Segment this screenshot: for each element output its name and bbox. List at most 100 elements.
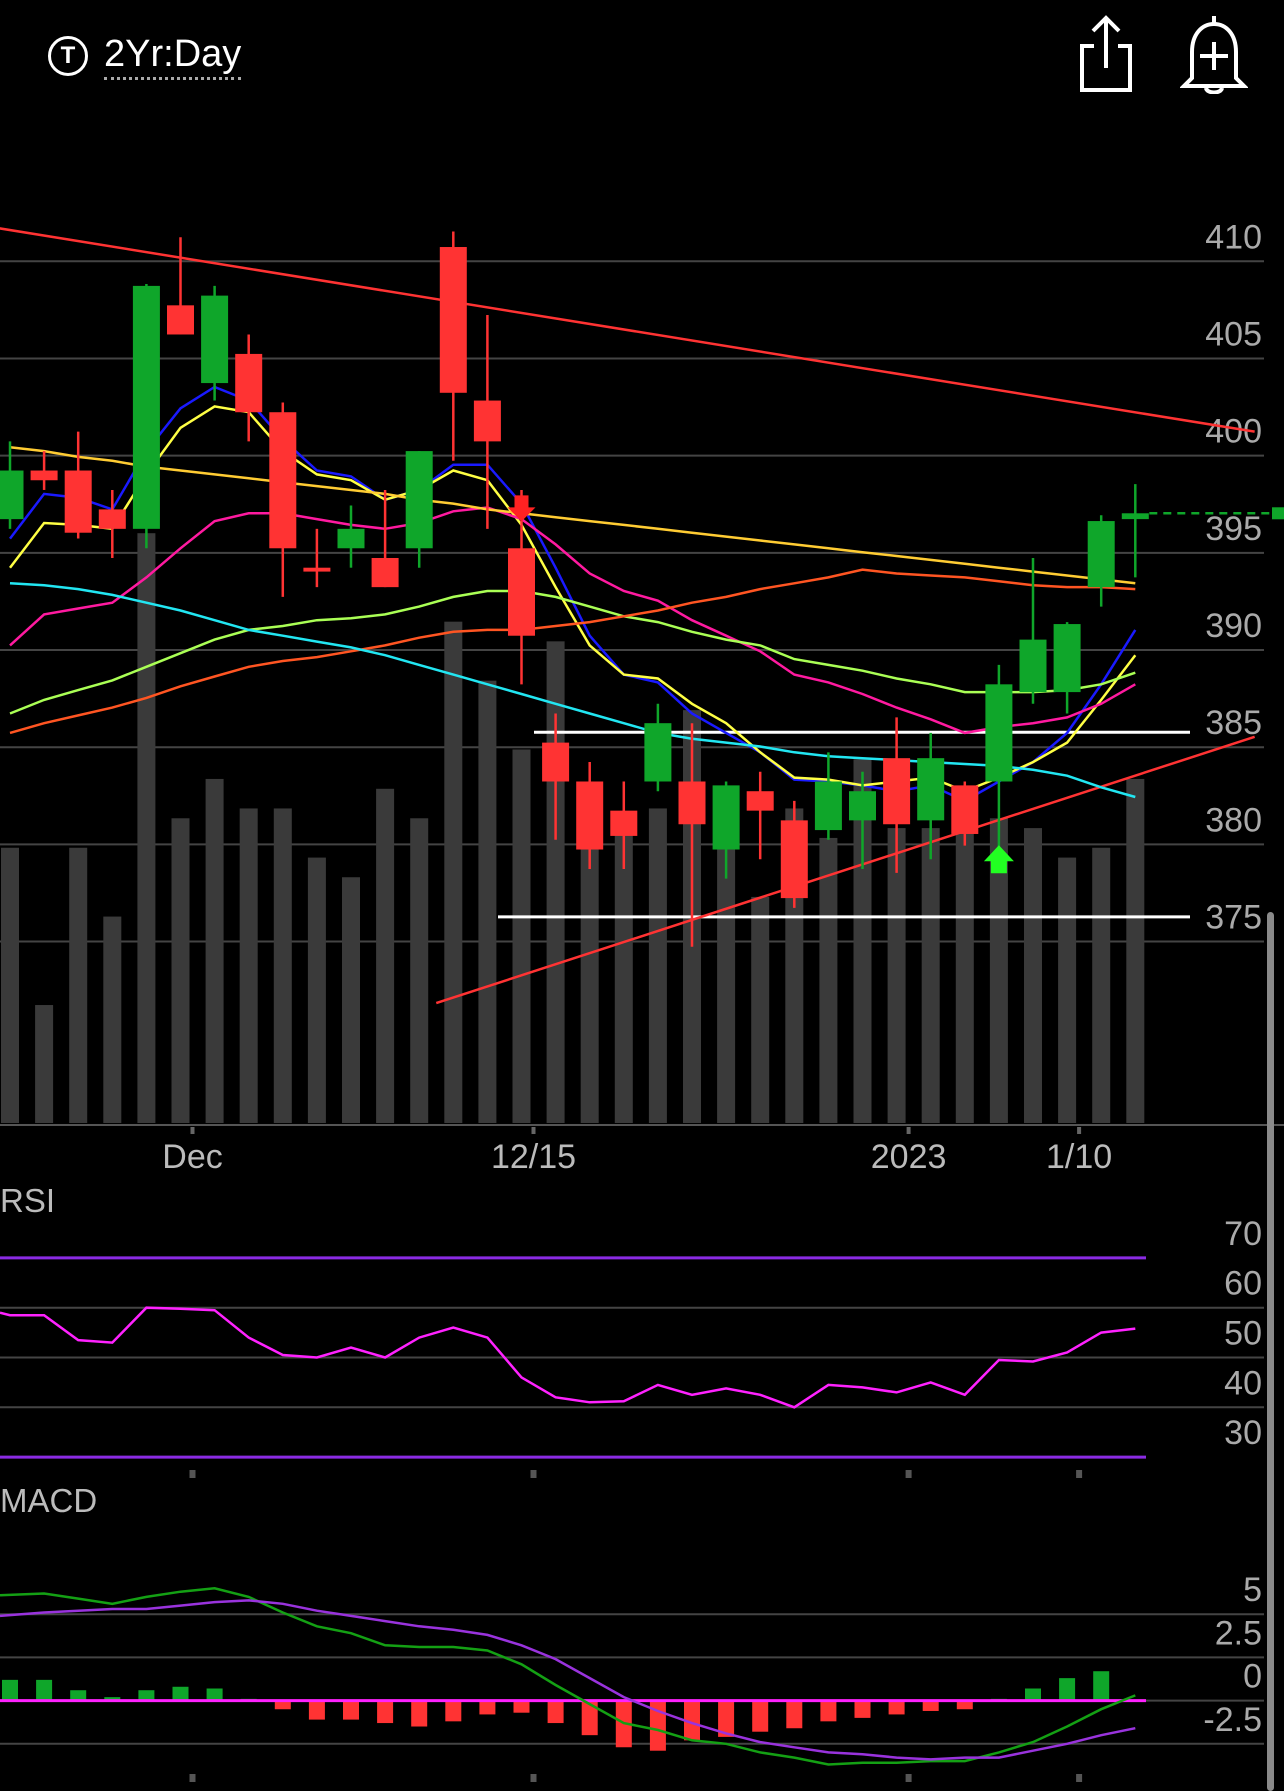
trendlines [0,227,1256,1005]
volume-bar [410,818,429,1123]
volume-bar [989,818,1008,1123]
macd-histogram-bar [752,1700,769,1732]
candlestick [780,800,808,908]
macd-histogram-bar [70,1690,87,1701]
date-axis: Dec 12/15 2023 1/10 [162,1127,1112,1782]
macd-histogram-bar [445,1700,462,1722]
macd-histogram-bar [377,1700,394,1724]
macd-lines [0,1587,1146,1766]
macd-histogram-bar [2,1679,18,1701]
candlestick [644,703,672,792]
volume-bar [1058,857,1077,1123]
ticker-circle-icon: T [48,36,88,76]
volume-bar [921,828,940,1123]
candle-body [30,470,58,481]
macd-histogram-bar [547,1700,564,1724]
candle-body [303,567,331,572]
candlestick [814,752,842,840]
candle-body [1053,624,1081,693]
period-selector-button[interactable]: T 2Yr:Day [48,30,242,82]
moving-averages [9,385,1137,803]
volume-bar [1,847,19,1123]
volume-bar [239,808,258,1123]
volume-bar [1092,847,1111,1123]
moving-average-line [9,589,1136,715]
rsi-tick-label: 30 [1224,1414,1262,1452]
macd-histogram-bar [1093,1671,1110,1701]
volume-bar [512,749,531,1123]
candle-body [98,509,126,529]
volume-bar [103,916,122,1123]
rsi-tick-label: 60 [1224,1265,1262,1303]
volume-bar [648,808,667,1123]
date-tick-label: 2023 [871,1138,947,1176]
candle-body [712,785,740,850]
candle-body [951,785,979,834]
candlestick [1121,484,1149,578]
candle-body [1121,513,1149,520]
rsi-tick-label: 70 [1224,1215,1262,1253]
volume-bar [887,828,906,1123]
candle-body [985,684,1013,782]
volume-bar [955,828,974,1123]
candlestick [64,431,92,539]
rsi-gridlines: 70 60 50 40 30 [0,1215,1264,1459]
candlestick [1087,515,1115,607]
candlestick [132,283,160,549]
price-tick-label: 385 [1205,704,1262,742]
candlestick [1019,557,1047,704]
candlestick [201,285,229,401]
candlestick [405,451,433,568]
volume-bar [342,877,360,1123]
price-tick-label: 375 [1205,899,1262,937]
volume-bar [307,857,326,1123]
candlestick [678,723,706,947]
date-tick-label: Dec [162,1138,222,1176]
macd-histogram-bar [1059,1678,1076,1701]
candle-body [883,758,911,825]
candlestick [439,231,467,461]
candle-body [473,400,501,442]
add-alert-button[interactable] [1179,12,1249,95]
macd-histogram-bar [274,1700,291,1710]
candlestick [917,732,945,860]
candle-body [132,285,160,529]
candle-body [201,295,229,384]
volume-bar [717,828,736,1123]
moving-average-line [9,568,1136,735]
share-button[interactable] [1076,14,1136,94]
volume-bar [35,1005,54,1123]
period-label: 2Yr:Day [104,33,242,80]
macd-tick-label: 0 [1243,1658,1262,1696]
buy-signal-arrow [983,845,1014,874]
bell-plus-icon [1179,16,1249,95]
candlestick [610,781,638,869]
volume-bar [751,896,770,1123]
macd-histogram-bar [684,1700,700,1741]
candlestick [542,713,570,840]
candle-body [235,353,263,413]
candle-body [269,412,297,549]
macd-line [0,1587,1136,1766]
candle-body [439,247,467,393]
price-tick-label: 410 [1205,218,1262,256]
macd-histogram-bar [343,1700,359,1720]
candle-body [508,548,535,636]
chart-header: T 2Yr:Day [0,0,1284,100]
volume-bar [376,788,395,1123]
candlestick [303,528,331,588]
macd-histogram-bar [820,1700,837,1722]
date-tick-label: 1/10 [1046,1138,1112,1176]
macd-signal-line [0,1599,1136,1761]
candlestick [508,489,535,685]
candlestick [98,489,126,558]
macd-histogram-bar [411,1700,428,1727]
candle-body [746,791,774,811]
macd-histogram-bar [206,1688,223,1701]
candle-body [780,820,808,899]
macd-histogram-bar [786,1700,803,1729]
rsi-tick-label: 40 [1224,1364,1262,1402]
macd-histogram-bar [104,1697,121,1701]
vertical-scrollbar[interactable] [1267,912,1274,1791]
